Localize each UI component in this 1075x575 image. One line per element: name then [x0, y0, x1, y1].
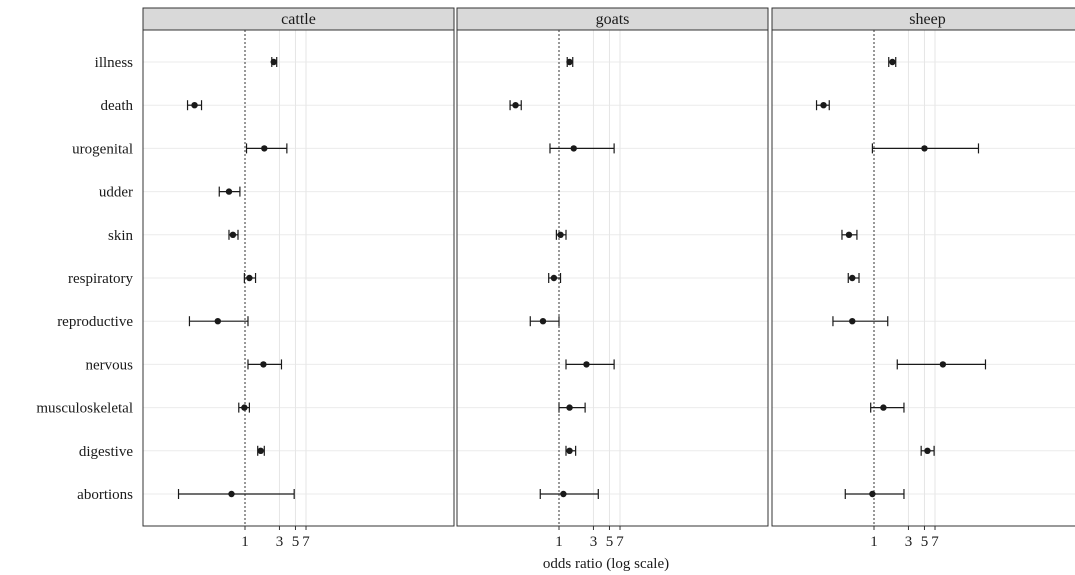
- point-musculoskeletal: [880, 404, 887, 411]
- facet-panels: cattle goats sheep: [142, 7, 1075, 527]
- point-illness: [889, 58, 896, 66]
- point-skin: [557, 231, 564, 238]
- x-axis-title: odds ratio (log scale): [543, 556, 669, 572]
- strip-label-cattle: cattle: [281, 11, 316, 28]
- x-tick-label: 3: [590, 534, 598, 550]
- x-tick-label: 3: [276, 534, 284, 550]
- point-death: [191, 102, 198, 109]
- point-urogenital: [921, 145, 928, 152]
- panel-sheep: sheep: [771, 7, 1075, 527]
- x-tick-label: 5: [921, 534, 929, 550]
- point-udder: [225, 188, 233, 195]
- category-label-nervous: nervous: [86, 357, 134, 373]
- category-labels: illness death urogenital udder skin respirato…: [36, 55, 133, 503]
- category-label-death: death: [101, 98, 134, 114]
- point-nervous: [260, 361, 267, 368]
- point-reproductive: [849, 318, 856, 325]
- panel-goats: goats: [456, 7, 769, 527]
- strip-sheep: [771, 7, 1075, 31]
- point-respiratory: [849, 274, 856, 282]
- point-nervous: [583, 361, 590, 368]
- point-digestive: [566, 447, 573, 454]
- category-label-urogenital: urogenital: [72, 141, 133, 157]
- point-illness: [566, 58, 573, 66]
- point-abortions: [560, 490, 567, 498]
- point-musculoskeletal: [241, 404, 248, 411]
- strip-cattle: [142, 7, 455, 31]
- point-digestive: [257, 447, 264, 454]
- point-nervous: [939, 361, 947, 368]
- category-label-udder: udder: [99, 185, 133, 201]
- x-tick-label: 7: [616, 534, 624, 550]
- point-urogenital: [570, 145, 577, 152]
- point-respiratory: [550, 274, 558, 282]
- strip-goats: [456, 7, 769, 31]
- x-tick-label: 5: [606, 534, 614, 550]
- category-label-digestive: digestive: [79, 444, 133, 460]
- x-tick-label: 5: [292, 534, 300, 550]
- point-musculoskeletal: [566, 404, 573, 411]
- x-tick-label: 1: [241, 534, 249, 550]
- category-label-skin: skin: [108, 228, 134, 244]
- category-label-respiratory: respiratory: [68, 271, 133, 287]
- point-abortions: [869, 490, 876, 498]
- point-illness: [270, 58, 277, 66]
- point-death: [820, 102, 827, 109]
- point-respiratory: [246, 274, 253, 282]
- category-label-illness: illness: [95, 55, 133, 71]
- point-reproductive: [539, 318, 547, 325]
- x-tick-label: 3: [905, 534, 913, 550]
- x-tick-label: 7: [931, 534, 939, 550]
- point-urogenital: [261, 145, 268, 152]
- panel-cattle: cattle: [142, 7, 455, 527]
- category-label-abortions: abortions: [77, 487, 133, 503]
- point-reproductive: [214, 318, 221, 325]
- x-tick-label: 1: [555, 534, 563, 550]
- category-label-musculoskeletal: musculoskeletal: [36, 401, 133, 417]
- category-label-reproductive: reproductive: [57, 314, 133, 330]
- strip-label-sheep: sheep: [909, 11, 945, 28]
- point-death: [512, 102, 519, 109]
- x-tick-label: 7: [302, 534, 310, 550]
- point-digestive: [924, 447, 931, 454]
- point-abortions: [228, 490, 235, 498]
- strip-label-goats: goats: [596, 11, 630, 28]
- x-tick-label: 1: [870, 534, 878, 550]
- point-skin: [845, 231, 853, 238]
- point-skin: [229, 231, 237, 238]
